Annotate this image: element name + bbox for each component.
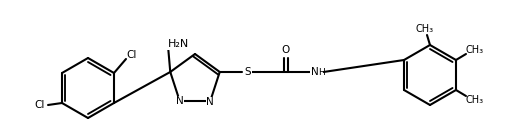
Text: CH₃: CH₃ bbox=[416, 24, 434, 34]
Text: S: S bbox=[245, 67, 251, 77]
Text: CH₃: CH₃ bbox=[466, 95, 484, 105]
Text: Cl: Cl bbox=[127, 50, 137, 60]
Text: Cl: Cl bbox=[35, 100, 45, 110]
Text: H: H bbox=[318, 68, 325, 77]
Text: N: N bbox=[311, 67, 318, 77]
Text: N: N bbox=[176, 96, 184, 106]
Text: N: N bbox=[206, 97, 214, 107]
Text: O: O bbox=[282, 45, 290, 55]
Text: H₂N: H₂N bbox=[168, 39, 189, 49]
Text: CH₃: CH₃ bbox=[466, 45, 484, 55]
